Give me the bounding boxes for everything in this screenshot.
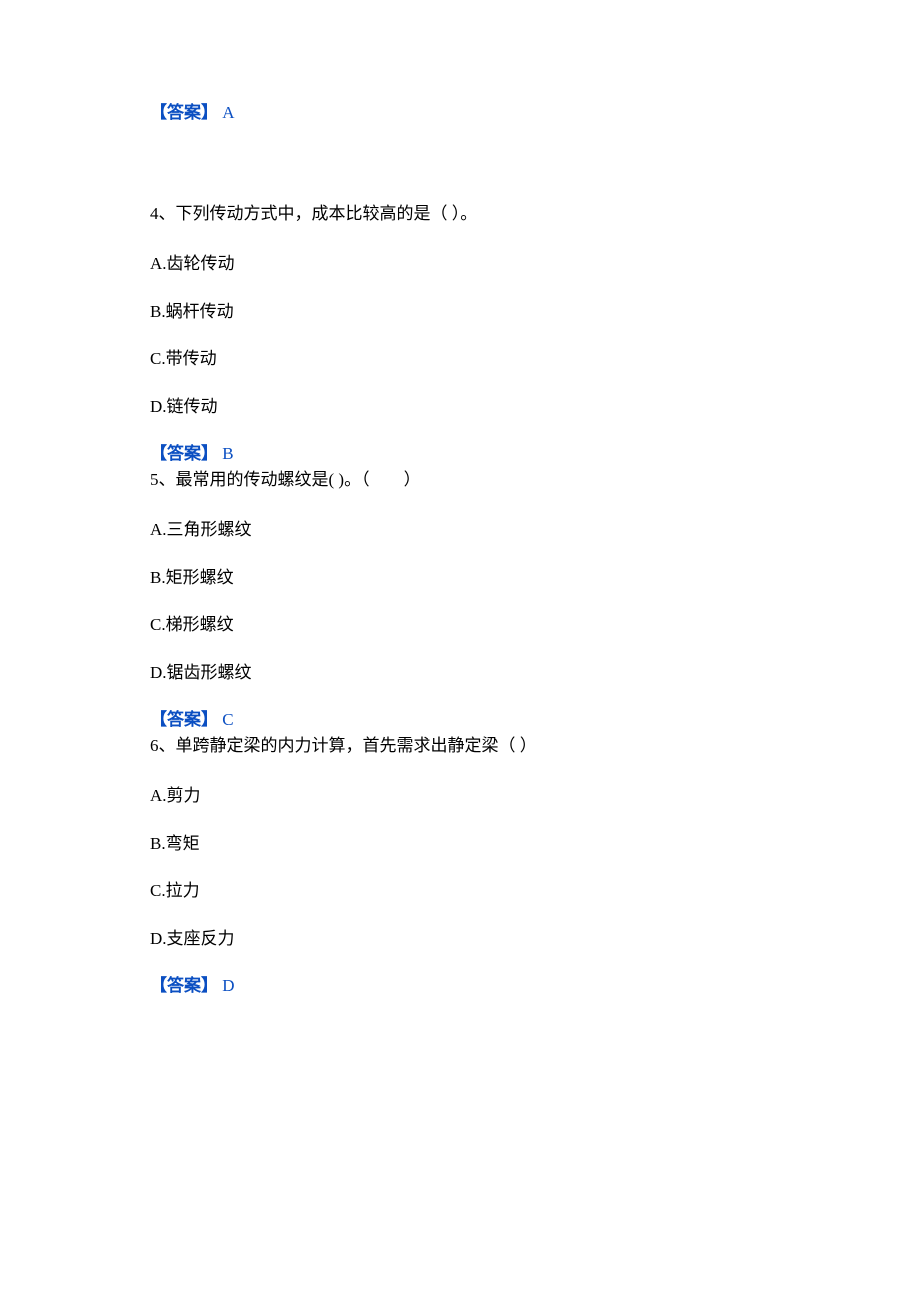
answer-value: D — [222, 976, 234, 995]
question-6-option-b: B.弯矩 — [150, 831, 770, 857]
answer-q5: 【答案】 C — [150, 707, 770, 733]
question-6-option-a: A.剪力 — [150, 783, 770, 809]
question-6-text: 6、单跨静定梁的内力计算，首先需求出静定梁（ ） — [150, 733, 770, 759]
question-4: 4、下列传动方式中，成本比较高的是（ ）。 A.齿轮传动 B.蜗杆传动 C.带传… — [150, 201, 770, 467]
answer-label: 【答案】 — [150, 103, 218, 122]
answer-value: A — [222, 103, 234, 122]
question-5-option-d: D.锯齿形螺纹 — [150, 660, 770, 686]
question-6: 6、单跨静定梁的内力计算，首先需求出静定梁（ ） A.剪力 B.弯矩 C.拉力 … — [150, 733, 770, 999]
question-4-option-a: A.齿轮传动 — [150, 251, 770, 277]
question-5-text: 5、最常用的传动螺纹是( )。（ ） — [150, 467, 770, 493]
question-5-option-c: C.梯形螺纹 — [150, 612, 770, 638]
question-5-option-b: B.矩形螺纹 — [150, 565, 770, 591]
answer-value: B — [222, 444, 233, 463]
question-6-option-d: D.支座反力 — [150, 926, 770, 952]
answer-previous: 【答案】 A — [150, 100, 770, 126]
answer-q6: 【答案】 D — [150, 973, 770, 999]
answer-q4: 【答案】 B — [150, 441, 770, 467]
question-5-option-a: A.三角形螺纹 — [150, 517, 770, 543]
answer-label: 【答案】 — [150, 976, 218, 995]
question-5: 5、最常用的传动螺纹是( )。（ ） A.三角形螺纹 B.矩形螺纹 C.梯形螺纹… — [150, 467, 770, 733]
question-4-option-b: B.蜗杆传动 — [150, 299, 770, 325]
answer-label: 【答案】 — [150, 444, 218, 463]
question-6-option-c: C.拉力 — [150, 878, 770, 904]
answer-value: C — [222, 710, 233, 729]
question-4-option-c: C.带传动 — [150, 346, 770, 372]
question-4-text: 4、下列传动方式中，成本比较高的是（ ）。 — [150, 201, 770, 227]
answer-label: 【答案】 — [150, 710, 218, 729]
question-4-option-d: D.链传动 — [150, 394, 770, 420]
